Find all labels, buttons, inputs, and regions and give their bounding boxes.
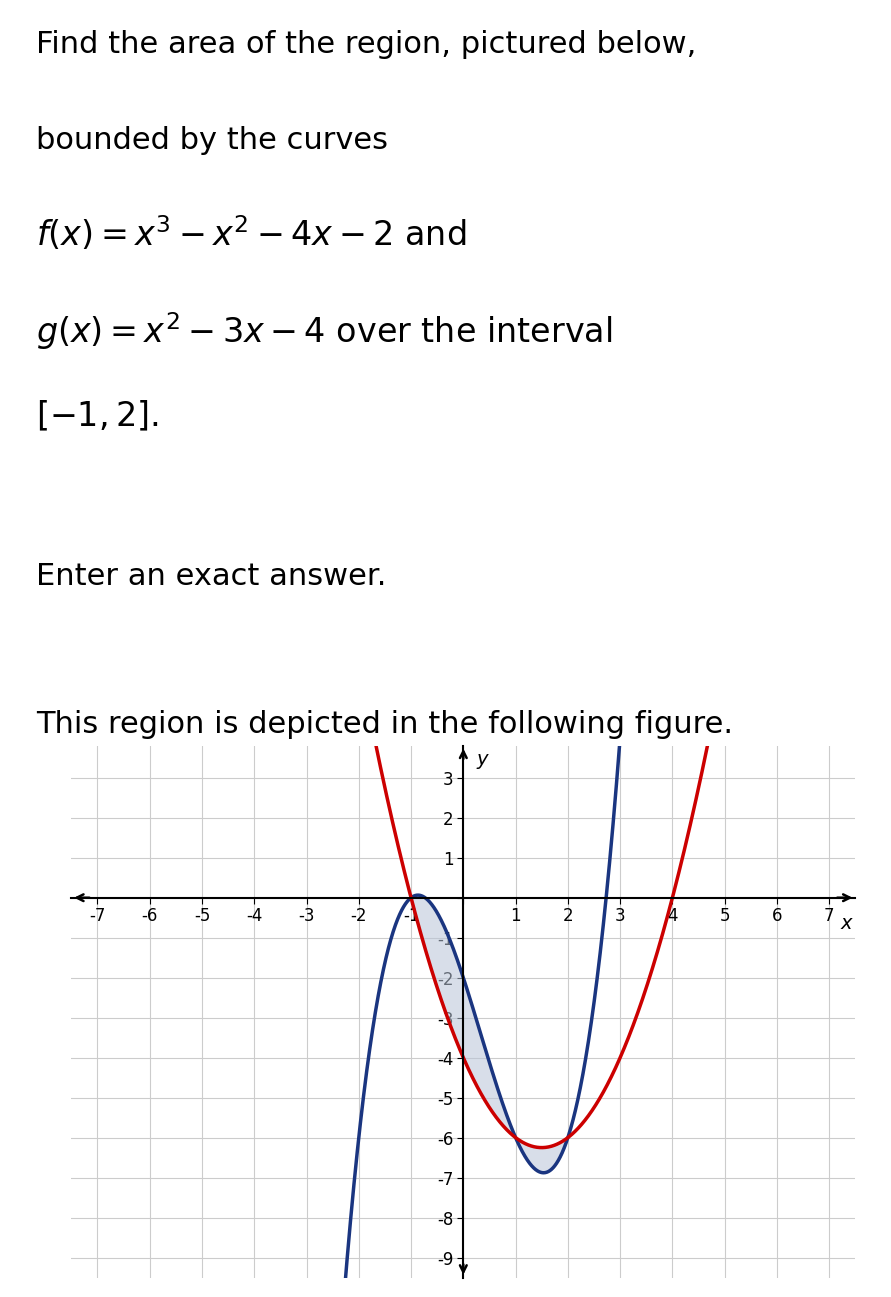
Text: $y$: $y$ — [477, 752, 491, 770]
Text: $f(x) = x^3 - x^2 - 4x - 2$ and: $f(x) = x^3 - x^2 - 4x - 2$ and — [36, 214, 466, 253]
Text: $[-1, 2]$.: $[-1, 2]$. — [36, 399, 159, 433]
Text: $x$: $x$ — [840, 913, 854, 933]
Text: Find the area of the region, pictured below,: Find the area of the region, pictured be… — [36, 30, 696, 58]
Text: Enter an exact answer.: Enter an exact answer. — [36, 562, 386, 591]
Text: $g(x) = x^2 - 3x - 4$ over the interval: $g(x) = x^2 - 3x - 4$ over the interval — [36, 310, 612, 353]
Text: bounded by the curves: bounded by the curves — [36, 126, 388, 154]
Text: This region is depicted in the following figure.: This region is depicted in the following… — [36, 709, 732, 739]
